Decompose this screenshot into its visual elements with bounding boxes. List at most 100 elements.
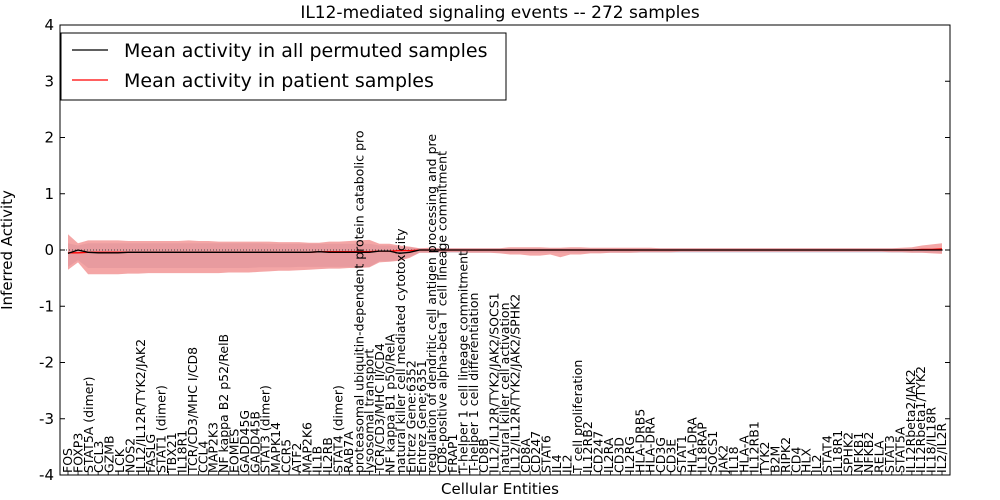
x-tick-label: TBX21 [164,432,179,474]
series-lines [60,248,950,255]
patient-band [68,234,942,275]
x-tick-label: STAT5A [892,426,907,473]
legend: Mean activity in all permuted samples Me… [60,32,507,101]
x-tick-label: IL4 [549,454,564,473]
x-tick-label: CCR5 [279,439,294,473]
x-tick-label: MAP2K6 [299,422,314,473]
x-tick-label: lysosomal transport [362,349,377,473]
x-tick-label: IL18R1 [175,430,190,473]
x-tick-label: IL2RA [601,437,616,473]
x-tick-label: natural killer cell activation [497,302,512,473]
x-tick-label: RELA [872,440,887,473]
x-tick-label: CD247 [528,431,543,473]
x-tick-label: proteasomal ubiquitin-dependent protein … [351,130,366,473]
chart-title: IL12-mediated signaling events -- 272 sa… [300,3,700,23]
x-tick-label: STAT1 [674,435,689,473]
x-tick-label: EOMES [227,429,242,473]
y-tick-label: 0 [44,241,54,259]
y-tick-label: 4 [44,16,54,34]
legend-label-patient: Mean activity in patient samples [124,70,434,92]
x-tick-label: IL18RAP [695,422,710,473]
permuted-mean-line [67,249,942,255]
x-tick-label: SOCS1 [705,431,720,473]
y-tick-label: -2 [39,354,54,372]
x-tick-label: LCK [112,448,127,473]
x-tick-label: NFKB2 [861,432,876,473]
x-tick-label: IL12RB2 [580,421,595,473]
x-tick-label: HLA-DRB5 [632,409,647,473]
x-tick-label: FASLG [143,434,158,473]
x-tick-label: MAPK14 [268,422,283,473]
y-tick-label: 3 [44,72,54,90]
x-tick-label: IL12/IL12R/TYK2/JAK2 [133,339,148,473]
x-tick-label: STAT4 (dimer) [331,385,346,473]
x-tick-label: IL18 [726,446,741,473]
x-tick-label: CCL4 [195,441,210,473]
legend-label-permuted: Mean activity in all permuted samples [124,40,487,62]
x-tick-label: TCR/CD3/MHC II/CD4 [372,343,387,474]
y-axis-label: Inferred Activity [0,190,16,310]
x-tick-label: CD8A [518,438,533,473]
x-tick-label: FOS [60,448,75,473]
x-tick-label: STAT3 [882,435,897,473]
x-tick-label: IL18R1 [830,430,845,473]
x-tick-label: IL2/IL2R [934,423,949,473]
x-tick-label: IL2RB [320,437,335,473]
x-tick-label: NOS2 [122,438,137,473]
x-tick-label: CD4 [788,447,803,473]
x-tick-label: MAP2K3 [206,422,221,473]
x-tick-label: IL1B [310,446,325,473]
y-tick-label: 2 [44,129,54,147]
x-tick-label: CD3D [612,437,627,473]
x-tick-label: GADD45B [247,411,262,473]
x-tick-label: NF kappa B1 p50/RelA [383,333,398,473]
x-tick-label: T cell proliferation [570,360,585,474]
x-tick-label: GADD45G [237,410,252,473]
x-tick-label: IL12/IL12R/TYK2/JAK2/SOCS1 [487,292,502,473]
x-tick-label: ATF2 [289,443,304,473]
x-tick-label: T-helper 1 cell differentiation [466,293,481,474]
x-tick-label: Entrez Gene:6352 [403,360,418,473]
confidence-bands [68,234,942,275]
x-tick-label: natural killer cell mediated cytotoxicit… [393,228,408,473]
x-tick-label: RIPK2 [778,437,793,473]
x-tick-label: HLA-DRA [643,417,658,473]
x-tick-label: FOXP3 [70,433,85,473]
x-tick-label: IL12Rbeta1/TYK2 [913,366,928,473]
x-tick-label: IL2 [559,454,574,473]
x-tick-label: IL12RB1 [747,421,762,473]
x-tick-label: FRAP1 [445,434,460,473]
x-tick-label: HLA-A [736,435,751,473]
legend-box [60,32,507,101]
x-tick-label: CD3E [664,439,679,473]
x-tick-label: B2M [768,446,783,473]
x-tick-label: NFKB1 [851,432,866,473]
x-tick-label: Entrez Gene:6351 [414,360,429,473]
x-tick-label: STAT5A (dimer) [81,377,96,473]
y-axis-ticks: -4 -3 -2 -1 0 1 2 3 4 [39,16,950,484]
x-tick-label: STAT6 [539,435,554,473]
y-tick-label: -4 [39,466,54,484]
x-tick-label: IL2 [809,454,824,473]
x-tick-label: IL12/IL12R/TYK2/JAK2/SPHK2 [507,294,522,473]
x-tick-label: regulation of dendritic cell antigen pro… [424,134,439,473]
y-tick-label: -3 [39,410,54,428]
x-tick-label: GZMB [102,435,117,473]
x-tick-label: TCR/CD3/MHC I/CD8 [185,347,200,474]
x-tick-label: NF kappa B2 p52/RelB [216,334,231,473]
x-tick-label: T-helper 1 cell lineage commitment [455,251,470,474]
x-tick-label: TYK2 [757,442,772,474]
x-tick-label: CD3G [653,437,668,473]
x-tick-label: IL12Rbeta2/JAK2 [903,369,918,473]
x-tick-label: IL18/IL18R [924,407,939,473]
x-tick-label: CD8-positive alpha-beta T cell lineage c… [435,151,450,473]
x-tick-label: RAB7A [341,431,356,473]
x-tick-label: SPHK2 [840,432,855,473]
x-tick-label: JAK2 [716,445,731,474]
x-tick-label: CD247 [591,431,606,473]
x-tick-label: HLA-DRA [684,417,699,473]
x-tick-label: HLX [799,448,814,473]
